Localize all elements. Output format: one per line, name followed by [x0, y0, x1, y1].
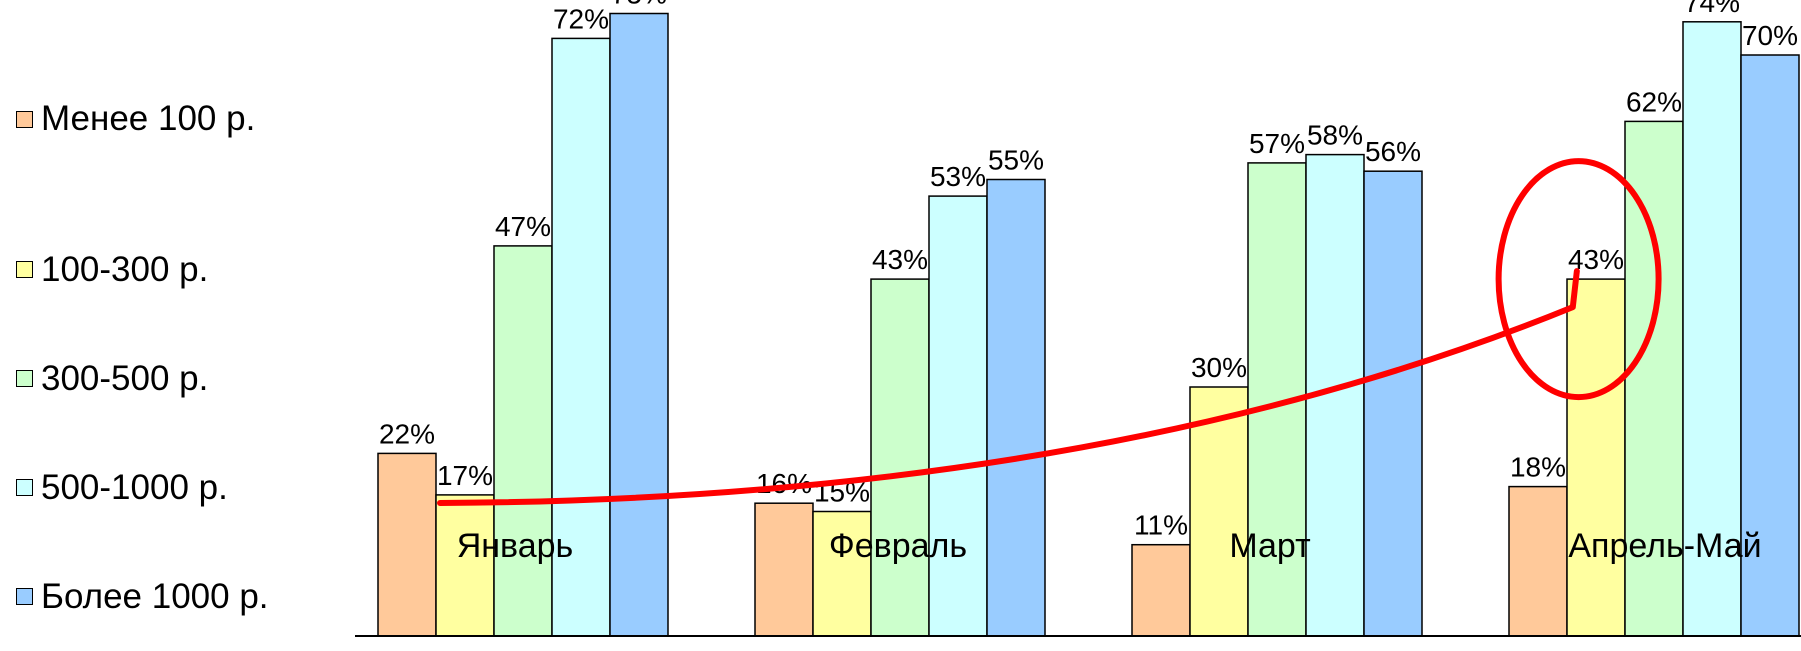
value-label-3-4: 70%	[1742, 20, 1798, 51]
bar-1-0	[754, 502, 814, 637]
bar-2-0	[1131, 543, 1191, 637]
legend-swatch-100-300	[16, 261, 33, 278]
legend-swatch-300-500	[16, 370, 33, 387]
bars-layer	[355, 12, 1801, 637]
bar-0-4	[609, 12, 669, 637]
value-labels-layer: 22%17%47%72%75%16%15%43%53%55%11%30%57%5…	[379, 0, 1798, 541]
bar-2-1	[1189, 386, 1249, 637]
legend-label-300-500: 300-500 р.	[41, 358, 209, 398]
chart-legend: Менее 100 р. 100-300 р. 300-500 р. 500-1…	[16, 99, 269, 651]
bar-3-2	[1624, 120, 1684, 637]
value-label-0-0: 22%	[379, 418, 435, 449]
bar-0-0	[377, 452, 437, 637]
value-label-2-0: 11%	[1134, 510, 1188, 541]
value-label-1-3: 53%	[930, 161, 986, 192]
value-label-2-3: 58%	[1307, 120, 1363, 151]
legend-swatch-over-1000	[16, 588, 33, 605]
legend-item-100-300: 100-300 р.	[16, 215, 269, 324]
legend-label-over-1000: Более 1000 р.	[41, 576, 269, 616]
trend-curve	[437, 268, 1580, 506]
value-label-2-4: 56%	[1365, 136, 1421, 167]
category-label-0: Январь	[457, 527, 574, 565]
value-label-1-4: 55%	[988, 145, 1044, 176]
value-label-0-2: 47%	[495, 211, 551, 242]
value-label-2-2: 57%	[1249, 128, 1305, 159]
legend-swatch-500-1000	[16, 479, 33, 496]
bar-3-3	[1682, 21, 1742, 637]
bar-0-3	[551, 37, 611, 637]
value-label-0-4: 75%	[611, 0, 667, 10]
highlight-ellipse	[1495, 158, 1662, 401]
legend-label-100-300: 100-300 р.	[41, 249, 209, 289]
bar-1-4	[986, 178, 1046, 637]
legend-swatch-under-100	[16, 110, 33, 128]
category-label-3: Апрель-Май	[1568, 527, 1761, 565]
category-label-1: Февраль	[829, 527, 967, 565]
legend-item-300-500: 300-500 р.	[16, 324, 269, 433]
legend-item-over-1000: Более 1000 р.	[16, 542, 269, 651]
value-label-0-1: 17%	[437, 460, 493, 491]
value-label-3-3: 74%	[1684, 0, 1740, 18]
bar-0-2	[493, 245, 553, 637]
bar-3-4	[1740, 54, 1800, 637]
legend-label-under-100: Менее 100 р.	[41, 99, 256, 138]
bar-3-1	[1566, 278, 1626, 637]
legend-item-under-100: Менее 100 р.	[16, 99, 269, 138]
legend-label-500-1000: 500-1000 р.	[41, 467, 228, 507]
bar-1-3	[928, 195, 988, 637]
bar-3-0	[1508, 485, 1568, 637]
category-label-2: Март	[1229, 527, 1310, 565]
bar-chart: 22%17%47%72%75%16%15%43%53%55%11%30%57%5…	[355, 0, 1801, 637]
legend-item-500-1000: 500-1000 р.	[16, 433, 269, 542]
bar-1-2	[870, 278, 930, 637]
value-label-3-0: 18%	[1510, 452, 1566, 483]
category-labels-layer: Январь Февраль Март Апрель-Май	[457, 527, 1762, 565]
bar-2-4	[1363, 170, 1423, 637]
value-label-1-2: 43%	[872, 244, 928, 275]
value-label-0-3: 72%	[553, 3, 609, 34]
annotations-layer	[437, 158, 1662, 506]
bar-0-1	[435, 494, 495, 637]
value-label-3-2: 62%	[1626, 86, 1682, 117]
value-label-2-1: 30%	[1191, 352, 1247, 383]
